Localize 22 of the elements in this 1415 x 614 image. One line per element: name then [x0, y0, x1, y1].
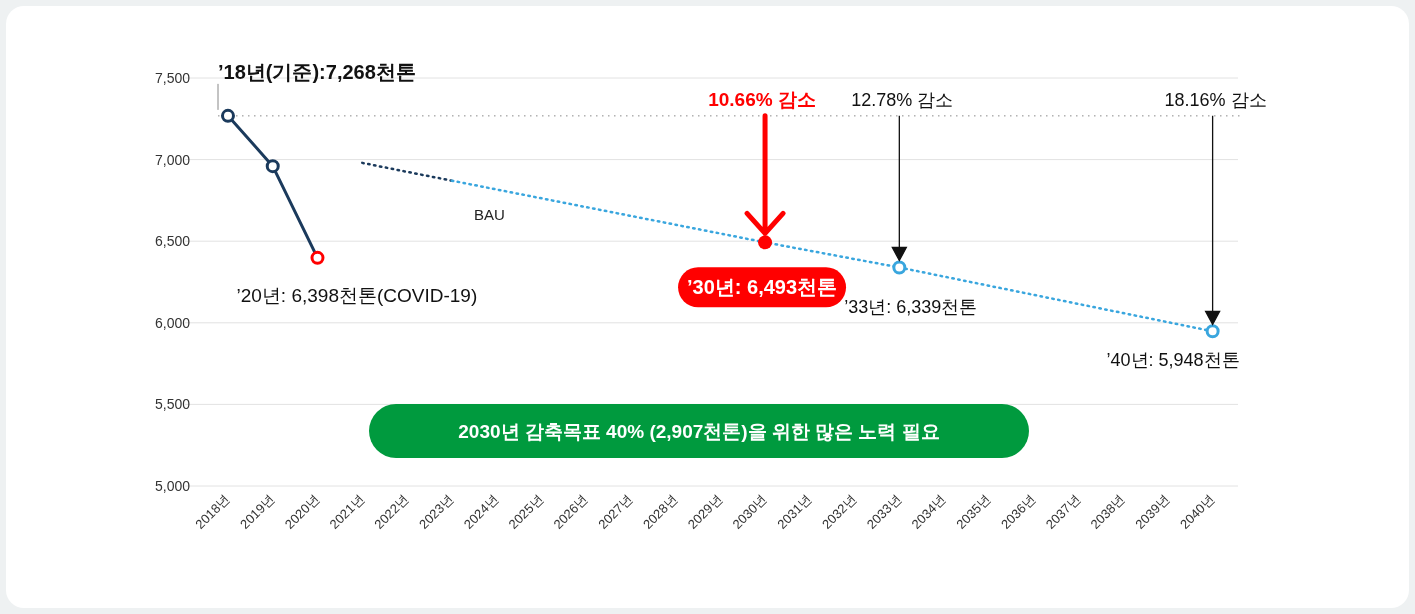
point: [1205, 324, 1220, 339]
ref-line-label: ’18년(기준):7,268천톤: [218, 60, 416, 83]
annotation: 12.78% 감소: [851, 89, 954, 110]
y-tick-label: 5,000: [154, 478, 191, 494]
annotation: ’20년: 6,398천톤(COVID-19): [236, 284, 478, 306]
y-tick-label: 7,000: [154, 151, 191, 168]
y-tick-label: 6,500: [154, 233, 191, 250]
point: [220, 108, 235, 123]
annotation: ’40년: 5,948천톤: [1106, 350, 1240, 371]
series-label: BAU: [473, 206, 505, 224]
annotation: ’30년: 6,493천톤: [687, 276, 838, 299]
y-tick-label: 7,500: [154, 70, 191, 86]
point: [310, 250, 325, 265]
y-tick-label: 6,000: [154, 314, 191, 331]
point: [758, 235, 773, 250]
annotation: ’33년: 6,339천톤: [844, 297, 978, 318]
annotation: 2030년 감축목표 40% (2,907천톤)을 위한 많은 노력 필요: [458, 421, 940, 442]
point: [892, 260, 907, 275]
y-tick-label: 5,500: [154, 396, 191, 413]
point: [265, 159, 280, 174]
annotation: 10.66% 감소: [708, 88, 816, 110]
annotation: 18.16% 감소: [1164, 89, 1267, 110]
